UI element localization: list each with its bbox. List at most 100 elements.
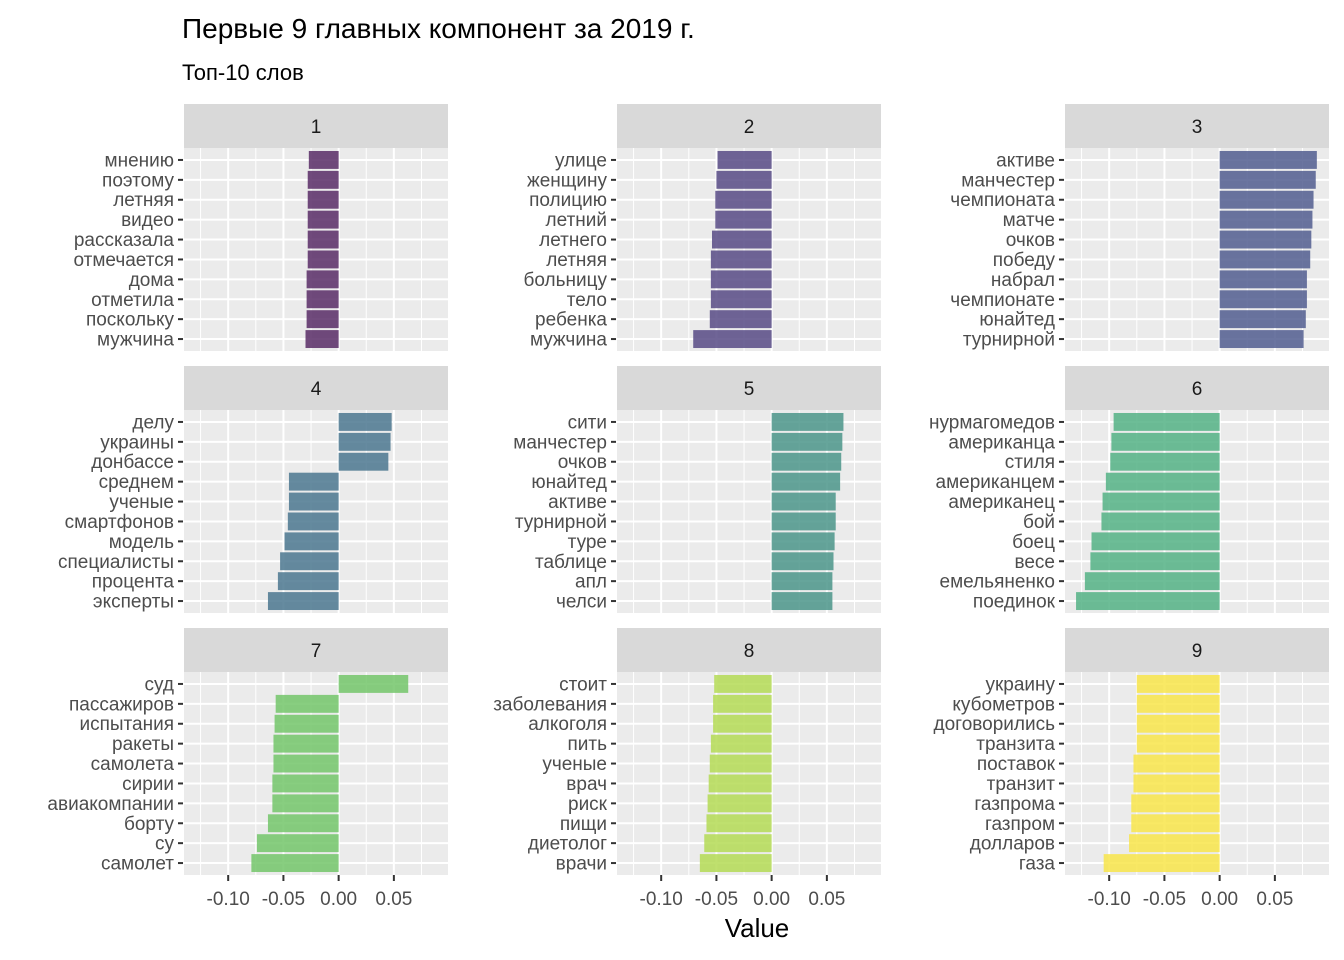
facet-1-bar — [306, 290, 339, 309]
facet-8-bar — [714, 674, 772, 693]
facet-6-category-label: бой — [1023, 512, 1055, 533]
facet-1-bar — [307, 250, 339, 269]
facet-2-category-label: ребенка — [535, 310, 607, 331]
facet-9-bar — [1136, 734, 1220, 753]
facet-6-bar — [1091, 532, 1220, 551]
facet-8-category-label: диетолог — [528, 834, 607, 855]
facet-1-bar — [307, 210, 339, 229]
facet-6-category-label: американца — [948, 432, 1055, 453]
facet-8-category-label: алкоголя — [528, 714, 607, 735]
facet-2-category-label: тело — [567, 290, 607, 311]
facet-7-bar — [274, 714, 339, 733]
facet-1-category-label: видео — [121, 210, 174, 231]
facet-2-category-label: полицию — [529, 190, 607, 211]
facet-5-bar — [771, 532, 835, 551]
facet-4-category-label: эксперты — [93, 592, 174, 613]
facet-8-x-tick-label: -0.10 — [640, 889, 683, 910]
facet-3-bar — [1219, 190, 1314, 209]
facet-5-category-label: туре — [568, 532, 607, 553]
facet-2-category-label: женщину — [527, 170, 608, 191]
facet-4-bar — [277, 572, 339, 591]
facet-9-x-tick-label: 0.05 — [1256, 889, 1293, 910]
facet-6-category-label: американцем — [936, 472, 1055, 493]
chart-title: Первые 9 главных компонент за 2019 г. — [182, 13, 695, 44]
facet-9-bar — [1133, 774, 1220, 793]
facet-4-category-label: среднем — [99, 472, 174, 493]
facet-5-category-label: манчестер — [513, 432, 607, 453]
facet-6-bar — [1076, 592, 1220, 611]
facet-6-bar — [1110, 452, 1220, 471]
facet-2-bar — [715, 210, 772, 229]
facet-9-category-label: поставок — [977, 754, 1056, 775]
facet-5-category-label: сити — [568, 412, 607, 433]
facet-4-category-label: смартфонов — [65, 512, 174, 533]
facet-9-bar — [1136, 694, 1220, 713]
facet-7-category-label: борту — [124, 814, 175, 835]
facet-3-category-label: победу — [993, 250, 1056, 271]
facet-1-bar — [306, 270, 339, 289]
facet-4-category-label: делу — [132, 412, 174, 433]
facet-4-bar — [338, 452, 389, 471]
facet-7-x-tick-label: 0.00 — [320, 889, 357, 910]
facet-8-category-label: заболевания — [493, 694, 607, 715]
facet-2-bar — [710, 270, 772, 289]
facet-1-bar — [307, 230, 339, 249]
chart-subtitle: Топ-10 слов — [182, 60, 304, 85]
facet-3-category-label: чемпионате — [950, 290, 1055, 311]
facet-1-category-label: отмечается — [73, 250, 174, 271]
facet-7-x-tick-label: -0.10 — [207, 889, 250, 910]
facet-8-bar — [708, 774, 772, 793]
facet-4-category-label: специалисты — [58, 552, 174, 573]
facet-2-bar — [716, 170, 772, 189]
facet-9-category-label: газа — [1019, 854, 1056, 875]
facet-4-bar — [288, 472, 339, 491]
facet-6-bar — [1111, 432, 1220, 451]
facet-7-category-label: сирии — [122, 774, 174, 795]
facet-8-strip — [617, 628, 881, 672]
facet-3-category-label: очков — [1006, 230, 1055, 251]
facet-8-bar — [710, 734, 772, 753]
facet-2-strip-label: 2 — [744, 117, 755, 138]
facet-7-bar — [256, 834, 339, 853]
facet-8-bar — [707, 794, 772, 813]
facet-4-bar — [284, 532, 339, 551]
facet-7-bar — [275, 694, 339, 713]
facet-8-bar — [709, 754, 772, 773]
facet-6-bar — [1090, 552, 1220, 571]
facet-6-category-label: американец — [948, 492, 1055, 513]
facet-5-category-label: активе — [548, 492, 607, 513]
facet-8-category-label: пищи — [560, 814, 607, 835]
facet-4-bar — [288, 492, 339, 511]
facet-3-strip-label: 3 — [1192, 117, 1203, 138]
facet-5-category-label: таблице — [535, 552, 607, 573]
facet-4-bar — [280, 552, 339, 571]
facet-7-bar — [272, 794, 339, 813]
facet-3-category-label: набрал — [991, 270, 1055, 291]
facet-7-bar — [272, 774, 339, 793]
facet-5-category-label: челси — [556, 592, 607, 613]
facet-7-bar — [267, 814, 339, 833]
facet-6-category-label: нурмагомедов — [929, 412, 1055, 433]
facet-6-strip — [1065, 366, 1329, 410]
facet-9-bar — [1136, 674, 1220, 693]
facet-9-bar — [1133, 754, 1220, 773]
facet-5-bar — [771, 492, 836, 511]
facet-4-strip — [184, 366, 448, 410]
facet-5-bar — [771, 412, 844, 431]
facet-4-bar — [338, 412, 392, 431]
facet-1-category-label: поскольку — [86, 310, 175, 331]
facet-1-bar — [306, 310, 339, 329]
facet-1-bar — [307, 170, 339, 189]
x-axis-label: Value — [724, 913, 790, 943]
facet-9-bar — [1136, 714, 1220, 733]
facet-1-strip-label: 1 — [311, 117, 322, 138]
facet-2-category-label: летний — [546, 210, 607, 231]
facet-9-bar — [1131, 794, 1220, 813]
facet-9-bar — [1131, 814, 1220, 833]
facet-9-category-label: газпром — [985, 814, 1055, 835]
facet-3-category-label: юнайтед — [979, 310, 1055, 331]
facet-7-x-tick-label: 0.05 — [375, 889, 412, 910]
facet-6-category-label: поединок — [973, 592, 1056, 613]
facet-9-category-label: договорились — [934, 714, 1056, 735]
